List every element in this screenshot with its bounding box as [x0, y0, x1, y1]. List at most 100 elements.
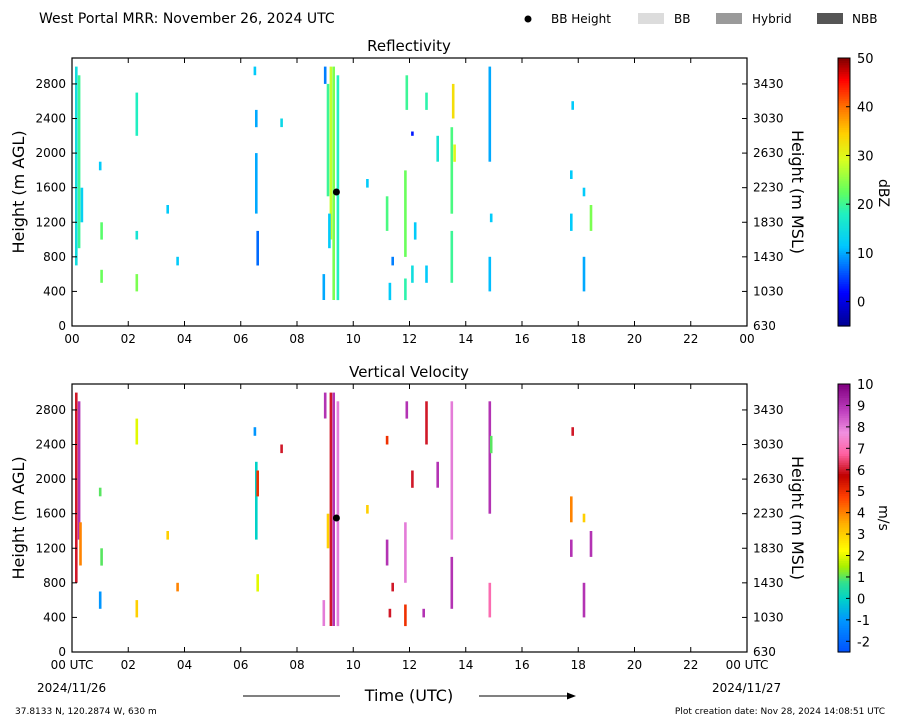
colorbar-tick-label: 3 [857, 528, 865, 543]
legend-nbb-label: NBB [852, 12, 877, 26]
data-streak [366, 505, 369, 514]
y-tick-label-right: 2630 [753, 472, 784, 486]
colorbar-segment [838, 415, 850, 419]
y-tick-label-right: 1030 [753, 284, 784, 298]
y-tick-label: 800 [43, 576, 66, 590]
y-tick-label: 2400 [35, 438, 66, 452]
colorbar-segment [838, 625, 850, 629]
data-streak [135, 600, 139, 618]
colorbar-segment [838, 218, 850, 222]
data-streak [166, 205, 169, 214]
colorbar-segment [838, 627, 850, 631]
colorbar-segment [838, 75, 850, 79]
data-streak [98, 591, 102, 609]
colorbar-tick-label: 0 [857, 592, 865, 607]
colorbar-segment [838, 506, 850, 510]
colorbar-segment [838, 314, 850, 318]
colorbar-segment [838, 421, 850, 425]
x-tick-label: 14 [458, 332, 473, 346]
colorbar-segment [838, 401, 850, 405]
colorbar-segment [838, 551, 850, 555]
time-axis-label: Time (UTC) [364, 686, 453, 705]
y-tick-label-right: 1030 [753, 610, 784, 624]
colorbar-segment [838, 214, 850, 218]
colorbar-segment [838, 274, 850, 278]
data-streak [404, 604, 407, 627]
colorbar-segment [838, 524, 850, 528]
x-tick-label: 00 UTC [726, 658, 769, 672]
colorbar-segment [838, 69, 850, 72]
x-tick-label: 08 [289, 332, 304, 346]
colorbar-segment [838, 229, 850, 233]
y-tick-label-right: 630 [753, 319, 776, 333]
data-streak [135, 230, 139, 240]
legend-bb-height-marker [524, 15, 532, 23]
colorbar-tick-label: 50 [857, 52, 874, 67]
vertical-velocity-title: Vertical Velocity [349, 363, 469, 381]
data-streak [436, 135, 439, 162]
colorbar-segment [838, 187, 850, 191]
data-streak [280, 118, 283, 128]
data-streak [253, 427, 257, 436]
data-streak [100, 548, 103, 566]
data-streak [256, 470, 259, 497]
colorbar-segment [838, 294, 850, 298]
colorbar-segment [838, 73, 850, 77]
colorbar-segment [838, 200, 850, 204]
colorbar-segment [838, 540, 850, 544]
colorbar-segment [838, 473, 850, 477]
colorbar-segment [838, 60, 850, 64]
data-streak [100, 269, 103, 283]
colorbar-segment [838, 192, 850, 195]
colorbar-segment [838, 477, 850, 481]
colorbar-segment [838, 209, 850, 213]
colorbar-segment [838, 118, 850, 122]
colorbar-segment [838, 142, 850, 146]
colorbar-segment [838, 138, 850, 142]
colorbar-segment [838, 265, 850, 269]
colorbar-segment [838, 71, 850, 75]
colorbar-segment [838, 417, 850, 421]
colorbar-segment [838, 238, 850, 242]
colorbar-segment [838, 533, 850, 537]
colorbar-segment [838, 183, 850, 186]
colorbar-segment [838, 232, 850, 236]
data-streak [570, 496, 573, 523]
colorbar-segment [838, 451, 850, 454]
colorbar-segment [838, 435, 850, 439]
colorbar-segment [838, 120, 850, 124]
y-tick-label: 1200 [35, 215, 66, 229]
data-streak [451, 83, 455, 119]
colorbar-segment [838, 178, 850, 182]
colorbar-segment [838, 408, 850, 412]
colorbar-segment [838, 245, 850, 249]
x-tick-label: 20 [627, 332, 642, 346]
x-tick-label: 22 [683, 332, 698, 346]
data-streak [80, 187, 84, 223]
colorbar-segment [838, 591, 850, 595]
colorbar-segment [838, 589, 850, 593]
colorbar-segment [838, 131, 850, 135]
data-streak [582, 256, 586, 292]
colorbar-segment [838, 622, 850, 626]
data-streak [336, 75, 340, 301]
colorbar-segment [838, 549, 850, 553]
colorbar-segment [838, 78, 850, 81]
colorbar-segment [838, 283, 850, 287]
y-tick-label-right: 1830 [753, 541, 784, 555]
data-streak [388, 282, 392, 301]
colorbar-segment [838, 647, 850, 651]
vertical-velocity-ylabel-right: Height (m MSL) [788, 456, 807, 580]
x-tick-label: 06 [233, 332, 248, 346]
colorbar-segment [838, 151, 850, 155]
colorbar-segment [838, 80, 850, 84]
data-streak [450, 230, 454, 283]
colorbar-segment [838, 504, 850, 508]
data-streak [405, 75, 409, 110]
colorbar-segment [838, 468, 850, 472]
data-streak [100, 222, 103, 240]
colorbar-tick-label: 8 [857, 421, 865, 436]
data-streak [425, 92, 428, 110]
colorbar-segment [838, 194, 850, 198]
colorbar-tick-label: 7 [857, 442, 865, 457]
